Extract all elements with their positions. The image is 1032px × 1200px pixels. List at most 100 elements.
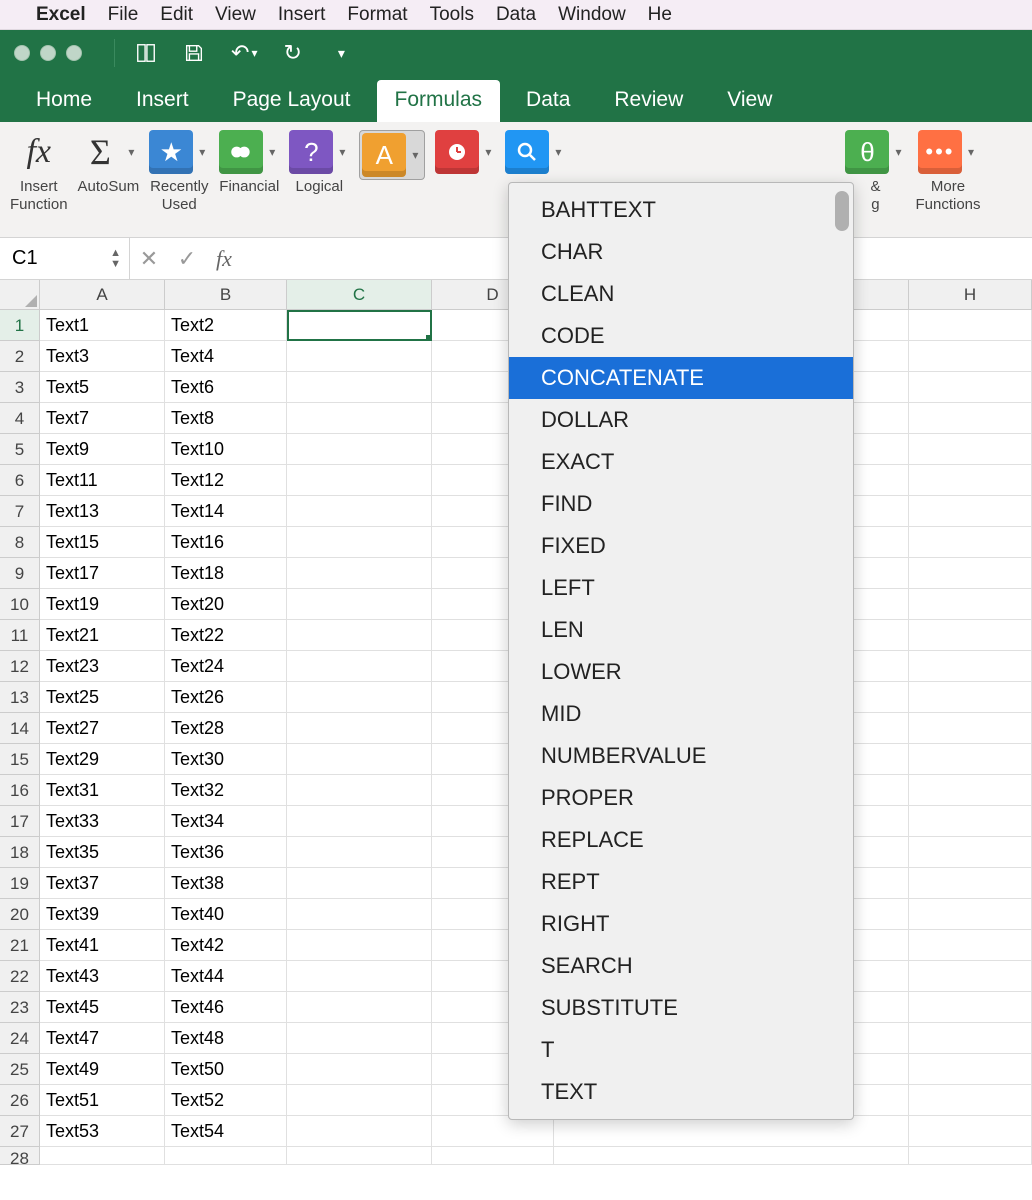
cell-C28[interactable] xyxy=(287,1147,432,1165)
row-header-2[interactable]: 2 xyxy=(0,341,40,372)
fx-icon[interactable]: fx xyxy=(206,246,242,272)
dropdown-item-code[interactable]: CODE xyxy=(509,315,853,357)
cell-H17[interactable] xyxy=(909,806,1032,837)
row-header-8[interactable]: 8 xyxy=(0,527,40,558)
cell-D27[interactable] xyxy=(432,1116,554,1147)
row-header-9[interactable]: 9 xyxy=(0,558,40,589)
dropdown-item-find[interactable]: FIND xyxy=(509,483,853,525)
column-header-B[interactable]: B xyxy=(165,280,287,310)
ribbon-button[interactable]: Σ▾ xyxy=(78,130,138,174)
cell-H18[interactable] xyxy=(909,837,1032,868)
cell-B1[interactable]: Text2 xyxy=(165,310,287,341)
cell-C14[interactable] xyxy=(287,713,432,744)
cell-C20[interactable] xyxy=(287,899,432,930)
cell-C18[interactable] xyxy=(287,837,432,868)
app-name-menu[interactable]: Excel xyxy=(36,4,86,26)
cell-A4[interactable]: Text7 xyxy=(40,403,165,434)
tab-data[interactable]: Data xyxy=(508,80,588,122)
cell-B18[interactable]: Text36 xyxy=(165,837,287,868)
cell-H2[interactable] xyxy=(909,341,1032,372)
cell-C15[interactable] xyxy=(287,744,432,775)
cell-H5[interactable] xyxy=(909,434,1032,465)
dropdown-item-substitute[interactable]: SUBSTITUTE xyxy=(509,987,853,1029)
cell-B15[interactable]: Text30 xyxy=(165,744,287,775)
row-header-13[interactable]: 13 xyxy=(0,682,40,713)
cell-C9[interactable] xyxy=(287,558,432,589)
dropdown-item-t[interactable]: T xyxy=(509,1029,853,1071)
cell-C7[interactable] xyxy=(287,496,432,527)
row-header-27[interactable]: 27 xyxy=(0,1116,40,1147)
row-header-18[interactable]: 18 xyxy=(0,837,40,868)
cell-H6[interactable] xyxy=(909,465,1032,496)
cell-A12[interactable]: Text23 xyxy=(40,651,165,682)
redo-icon[interactable]: ↻ xyxy=(277,38,307,68)
window-zoom[interactable] xyxy=(66,45,82,61)
cell-A2[interactable]: Text3 xyxy=(40,341,165,372)
cell-C26[interactable] xyxy=(287,1085,432,1116)
cell-A18[interactable]: Text35 xyxy=(40,837,165,868)
cell-H1[interactable] xyxy=(909,310,1032,341)
tab-review[interactable]: Review xyxy=(596,80,701,122)
cell-H25[interactable] xyxy=(909,1054,1032,1085)
row-header-15[interactable]: 15 xyxy=(0,744,40,775)
row-header-1[interactable]: 1 xyxy=(0,310,40,341)
row-header-16[interactable]: 16 xyxy=(0,775,40,806)
cell-H20[interactable] xyxy=(909,899,1032,930)
row-header-21[interactable]: 21 xyxy=(0,930,40,961)
select-all-corner[interactable] xyxy=(0,280,40,310)
cell-A7[interactable]: Text13 xyxy=(40,496,165,527)
dropdown-item-mid[interactable]: MID xyxy=(509,693,853,735)
menu-file[interactable]: File xyxy=(108,4,139,26)
cell-H27[interactable] xyxy=(909,1116,1032,1147)
cell-C19[interactable] xyxy=(287,868,432,899)
menu-view[interactable]: View xyxy=(215,4,256,26)
dropdown-scrollbar[interactable] xyxy=(835,191,849,231)
row-header-5[interactable]: 5 xyxy=(0,434,40,465)
cell-A14[interactable]: Text27 xyxy=(40,713,165,744)
dropdown-item-dollar[interactable]: DOLLAR xyxy=(509,399,853,441)
cell-C22[interactable] xyxy=(287,961,432,992)
cell-A13[interactable]: Text25 xyxy=(40,682,165,713)
row-header-11[interactable]: 11 xyxy=(0,620,40,651)
formula-cancel-icon[interactable]: ✕ xyxy=(130,246,168,272)
cell-C1[interactable] xyxy=(287,310,432,341)
ribbon-button[interactable]: ?▾ xyxy=(289,130,349,174)
cell-B24[interactable]: Text48 xyxy=(165,1023,287,1054)
cell-C10[interactable] xyxy=(287,589,432,620)
qat-customize-icon[interactable]: ▾ xyxy=(332,43,351,64)
dropdown-item-numbervalue[interactable]: NUMBERVALUE xyxy=(509,735,853,777)
cell-C16[interactable] xyxy=(287,775,432,806)
cell-C12[interactable] xyxy=(287,651,432,682)
cell-C3[interactable] xyxy=(287,372,432,403)
row-header-6[interactable]: 6 xyxy=(0,465,40,496)
cell-B19[interactable]: Text38 xyxy=(165,868,287,899)
cell-C8[interactable] xyxy=(287,527,432,558)
dropdown-item-exact[interactable]: EXACT xyxy=(509,441,853,483)
cell-B14[interactable]: Text28 xyxy=(165,713,287,744)
row-header-28[interactable]: 28 xyxy=(0,1147,40,1165)
tab-formulas[interactable]: Formulas xyxy=(377,80,501,122)
dropdown-item-clean[interactable]: CLEAN xyxy=(509,273,853,315)
cell-27[interactable] xyxy=(554,1116,909,1147)
dropdown-item-search[interactable]: SEARCH xyxy=(509,945,853,987)
column-header-A[interactable]: A xyxy=(40,280,165,310)
row-header-22[interactable]: 22 xyxy=(0,961,40,992)
cell-H15[interactable] xyxy=(909,744,1032,775)
cell-B28[interactable] xyxy=(165,1147,287,1165)
cell-H14[interactable] xyxy=(909,713,1032,744)
qat-autosave-icon[interactable] xyxy=(129,40,163,66)
cell-B8[interactable]: Text16 xyxy=(165,527,287,558)
cell-H23[interactable] xyxy=(909,992,1032,1023)
cell-H11[interactable] xyxy=(909,620,1032,651)
cell-B10[interactable]: Text20 xyxy=(165,589,287,620)
column-header-H[interactable]: H xyxy=(909,280,1032,310)
cell-B23[interactable]: Text46 xyxy=(165,992,287,1023)
cell-A6[interactable]: Text11 xyxy=(40,465,165,496)
tab-insert[interactable]: Insert xyxy=(118,80,207,122)
dropdown-item-proper[interactable]: PROPER xyxy=(509,777,853,819)
cell-H26[interactable] xyxy=(909,1085,1032,1116)
row-header-19[interactable]: 19 xyxy=(0,868,40,899)
cell-H12[interactable] xyxy=(909,651,1032,682)
column-header-C[interactable]: C xyxy=(287,280,432,310)
cell-H8[interactable] xyxy=(909,527,1032,558)
